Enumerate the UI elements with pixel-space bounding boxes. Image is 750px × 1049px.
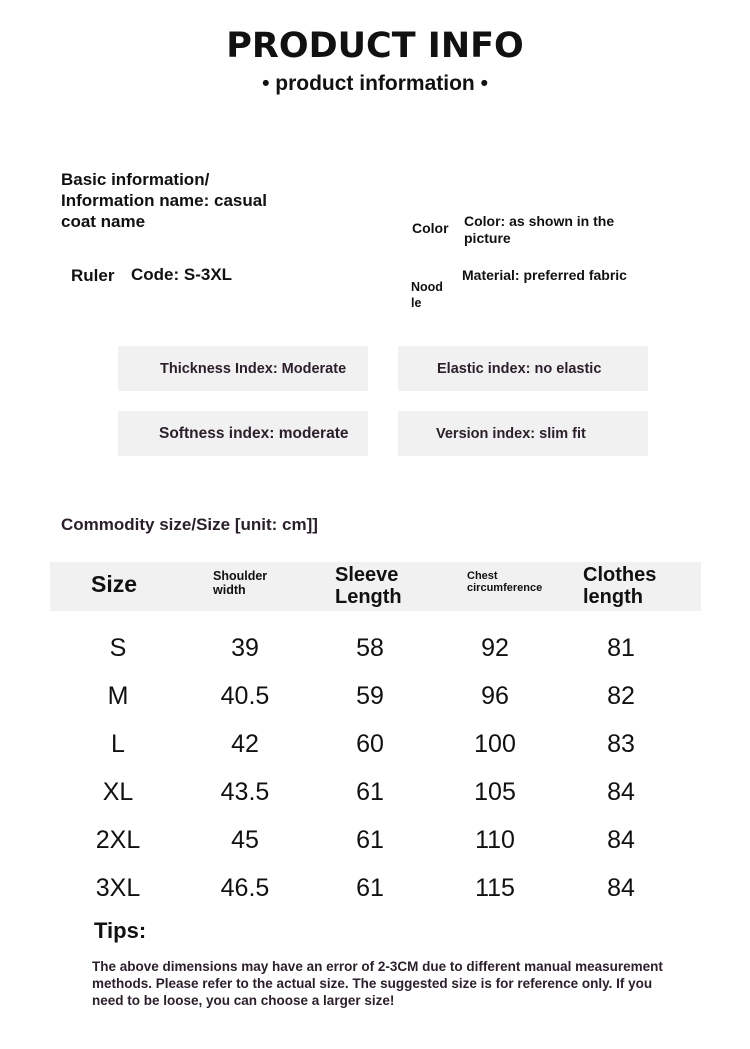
- cell-length: 84: [607, 826, 635, 854]
- cell-shoulder: 43.5: [220, 778, 270, 806]
- cell-size: 2XL: [95, 826, 141, 854]
- cell-shoulder: 42: [231, 730, 259, 758]
- color-value: Color: as shown in the picture: [464, 213, 615, 246]
- basic-info: Basic information/ Information name: cas…: [61, 170, 267, 231]
- cell-sleeve: 59: [356, 682, 384, 710]
- softness-index: Softness index: moderate: [118, 411, 368, 456]
- version-text: Version index: slim fit: [436, 425, 586, 442]
- cell-chest: 110: [475, 826, 515, 854]
- version-index: Version index: slim fit: [398, 411, 648, 456]
- cell-chest: 96: [481, 682, 509, 710]
- page-subtitle: • product information •: [262, 72, 488, 95]
- cell-length: 84: [607, 778, 635, 806]
- header-length: Clothes length: [583, 564, 657, 608]
- thickness-index: Thickness Index: Moderate: [118, 346, 368, 391]
- cell-shoulder: 45: [231, 826, 259, 854]
- cell-sleeve: 61: [356, 778, 384, 806]
- cell-chest: 115: [475, 874, 515, 902]
- softness-text: Softness index: moderate: [159, 424, 349, 442]
- cell-length: 82: [607, 682, 635, 710]
- cell-size: S: [109, 634, 127, 662]
- cell-chest: 92: [481, 634, 509, 662]
- noodle-label: Nood le: [411, 280, 443, 310]
- size-code: Code: S-3XL: [131, 265, 233, 284]
- header-sleeve: Sleeve Length: [335, 564, 402, 608]
- cell-length: 84: [607, 874, 635, 902]
- cell-chest: 100: [474, 730, 516, 758]
- cell-sleeve: 61: [356, 826, 384, 854]
- header-size: Size: [91, 571, 138, 597]
- cell-size: 3XL: [95, 874, 141, 902]
- cell-shoulder: 46.5: [220, 874, 270, 902]
- cell-sleeve: 58: [356, 634, 384, 662]
- cell-sleeve: 61: [356, 874, 384, 902]
- thickness-text: Thickness Index: Moderate: [160, 360, 347, 377]
- cell-shoulder: 39: [231, 634, 259, 662]
- size-table-header: Size Shoulder width Sleeve Length Chest …: [50, 562, 701, 611]
- cell-sleeve: 60: [356, 730, 384, 758]
- page-title: PRODUCT INFO: [226, 26, 524, 66]
- material-value: Material: preferred fabric: [462, 267, 627, 283]
- color-label: Color: [412, 220, 449, 236]
- tips-label: Tips:: [94, 918, 147, 943]
- cell-size: L: [111, 730, 125, 758]
- tips-text: The above dimensions may have an error o…: [92, 959, 663, 1008]
- elastic-text: Elastic index: no elastic: [437, 360, 602, 377]
- cell-chest: 105: [474, 778, 516, 806]
- header-shoulder: Shoulder width: [213, 569, 268, 597]
- cell-length: 81: [607, 634, 635, 662]
- cell-shoulder: 40.5: [220, 682, 270, 710]
- elastic-index: Elastic index: no elastic: [398, 346, 648, 391]
- cell-length: 83: [607, 730, 635, 758]
- ruler-label: Ruler: [71, 266, 115, 285]
- header-chest: Chest circumference: [467, 570, 543, 595]
- size-table-title: Commodity size/Size [unit: cm]]: [61, 515, 318, 534]
- cell-size: XL: [102, 778, 134, 806]
- cell-size: M: [107, 682, 129, 710]
